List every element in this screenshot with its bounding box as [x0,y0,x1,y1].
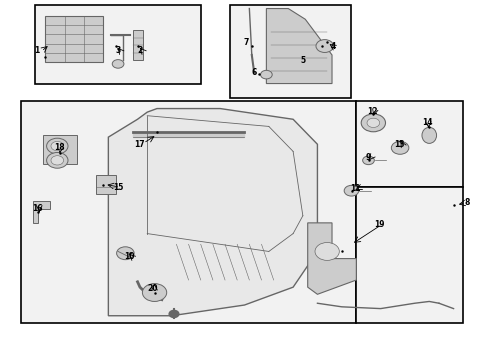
Text: 17: 17 [134,140,145,149]
Polygon shape [132,132,244,137]
Bar [35,5,201,84]
Text: 13: 13 [393,140,404,149]
Bar [132,30,143,60]
Polygon shape [108,109,317,316]
Circle shape [344,185,358,196]
Circle shape [46,138,68,154]
Text: 15: 15 [113,183,123,192]
Circle shape [142,284,166,301]
Bar [45,16,103,62]
Text: 16: 16 [33,204,43,213]
Text: 20: 20 [147,284,158,293]
Text: 10: 10 [124,252,135,261]
Polygon shape [266,9,331,84]
Polygon shape [307,223,356,294]
Text: 12: 12 [366,107,377,116]
Bar [356,102,462,187]
Text: 18: 18 [54,143,65,152]
Text: 9: 9 [365,153,370,162]
Bar [356,187,462,323]
Ellipse shape [421,127,436,143]
Text: 5: 5 [300,56,305,65]
Circle shape [116,247,134,260]
Text: 11: 11 [349,184,360,193]
Text: 1: 1 [34,46,39,55]
Bar [21,102,356,323]
Circle shape [366,118,379,127]
Text: 4: 4 [330,42,335,51]
Text: 14: 14 [422,118,432,127]
Circle shape [361,114,385,132]
Polygon shape [33,202,50,223]
Circle shape [46,153,68,168]
Circle shape [315,40,333,53]
Bar [42,135,77,164]
Circle shape [362,156,373,165]
Text: 2: 2 [137,46,142,55]
Circle shape [314,243,339,260]
Bar [96,175,116,194]
Text: 19: 19 [374,220,384,229]
Circle shape [112,60,123,68]
Text: 6: 6 [251,68,256,77]
Circle shape [51,141,63,151]
Text: 8: 8 [464,198,469,207]
Circle shape [390,141,408,154]
Text: 3: 3 [115,46,121,55]
Bar [229,5,351,98]
Circle shape [51,156,63,165]
Circle shape [260,70,272,79]
Circle shape [169,310,179,318]
Text: 7: 7 [243,37,248,46]
